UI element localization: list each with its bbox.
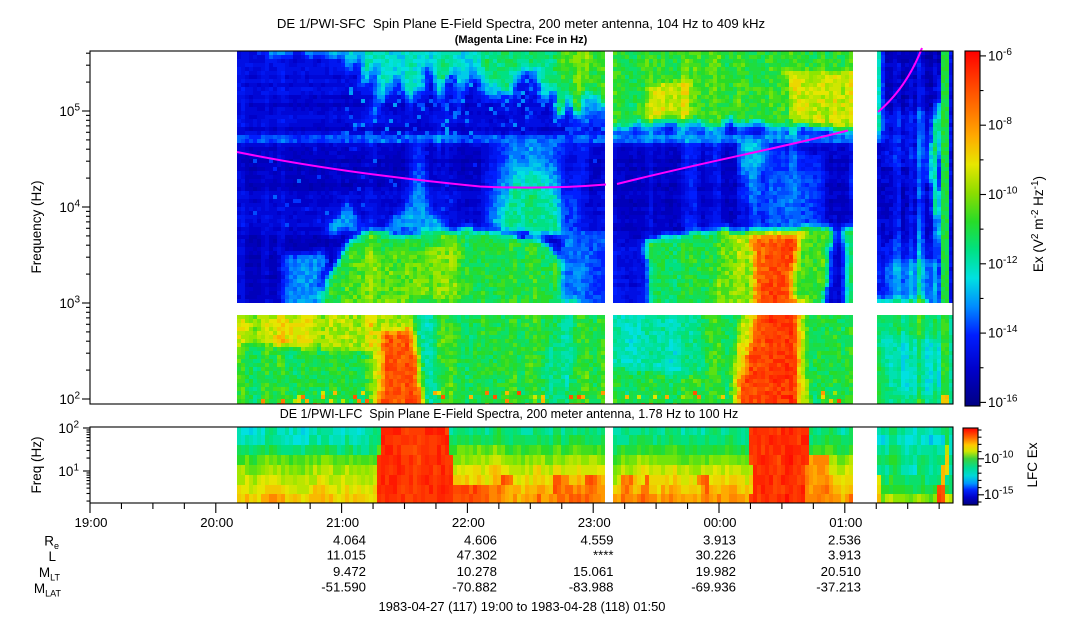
svg-text:3.913: 3.913: [828, 548, 861, 563]
svg-text:11.015: 11.015: [327, 548, 366, 563]
svg-text:10-14: 10-14: [988, 324, 1018, 341]
svg-text:MLAT: MLAT: [34, 581, 62, 599]
svg-text:-37.213: -37.213: [816, 580, 861, 595]
svg-text:Freq (Hz): Freq (Hz): [29, 437, 44, 494]
svg-text:105: 105: [59, 103, 80, 120]
svg-text:102: 102: [59, 391, 80, 408]
svg-text:****: ****: [593, 548, 614, 563]
svg-text:10-12: 10-12: [988, 255, 1018, 272]
svg-text:DE 1/PWI-SFC Spin Plane E-Fie: DE 1/PWI-SFC Spin Plane E-Field Spectra,…: [277, 16, 765, 31]
svg-text:4.559: 4.559: [580, 533, 613, 548]
svg-text:102: 102: [58, 420, 79, 437]
svg-text:10-15: 10-15: [984, 486, 1014, 503]
svg-text:L: L: [48, 549, 56, 564]
svg-text:Ex (V2 m-2 Hz-1): Ex (V2 m-2 Hz-1): [1030, 176, 1046, 272]
svg-text:21:00: 21:00: [326, 515, 359, 530]
svg-text:101: 101: [58, 463, 79, 480]
svg-text:-69.936: -69.936: [691, 580, 736, 595]
svg-text:19:00: 19:00: [74, 515, 107, 530]
svg-text:47.302: 47.302: [457, 548, 497, 563]
svg-text:LFC Ex: LFC Ex: [1025, 442, 1040, 487]
svg-text:MLT: MLT: [39, 565, 61, 583]
svg-text:4.064: 4.064: [333, 533, 366, 548]
svg-text:(Magenta Line: Fce in Hz): (Magenta Line: Fce in Hz): [455, 34, 588, 46]
svg-text:-83.988: -83.988: [569, 580, 614, 595]
svg-text:00:00: 00:00: [703, 515, 736, 530]
svg-text:4.606: 4.606: [464, 533, 497, 548]
svg-text:10-16: 10-16: [988, 394, 1018, 411]
svg-text:103: 103: [59, 295, 80, 312]
svg-text:10.278: 10.278: [457, 564, 497, 579]
svg-text:20.510: 20.510: [821, 564, 861, 579]
svg-text:-51.590: -51.590: [321, 580, 366, 595]
svg-text:DE 1/PWI-LFC Spin Plane E-Fie: DE 1/PWI-LFC Spin Plane E-Field Spectra,…: [280, 407, 739, 421]
svg-text:22:00: 22:00: [452, 515, 485, 530]
svg-text:10-6: 10-6: [988, 47, 1012, 64]
svg-text:1983-04-27 (117) 19:00 to 1983: 1983-04-27 (117) 19:00 to 1983-04-28 (11…: [379, 599, 666, 614]
svg-text:Frequency (Hz): Frequency (Hz): [29, 180, 44, 273]
svg-text:15.061: 15.061: [573, 564, 613, 579]
svg-text:9.472: 9.472: [333, 564, 366, 579]
svg-text:01:00: 01:00: [829, 515, 862, 530]
svg-text:30.226: 30.226: [696, 548, 736, 563]
svg-text:3.913: 3.913: [703, 533, 736, 548]
svg-text:-70.882: -70.882: [452, 580, 497, 595]
svg-text:20:00: 20:00: [200, 515, 233, 530]
svg-text:23:00: 23:00: [578, 515, 611, 530]
svg-text:10-8: 10-8: [988, 116, 1012, 133]
svg-text:2.536: 2.536: [828, 533, 861, 548]
svg-text:19.982: 19.982: [696, 564, 736, 579]
svg-text:10-10: 10-10: [984, 450, 1014, 467]
svg-text:104: 104: [59, 199, 80, 216]
svg-text:10-10: 10-10: [988, 186, 1018, 203]
